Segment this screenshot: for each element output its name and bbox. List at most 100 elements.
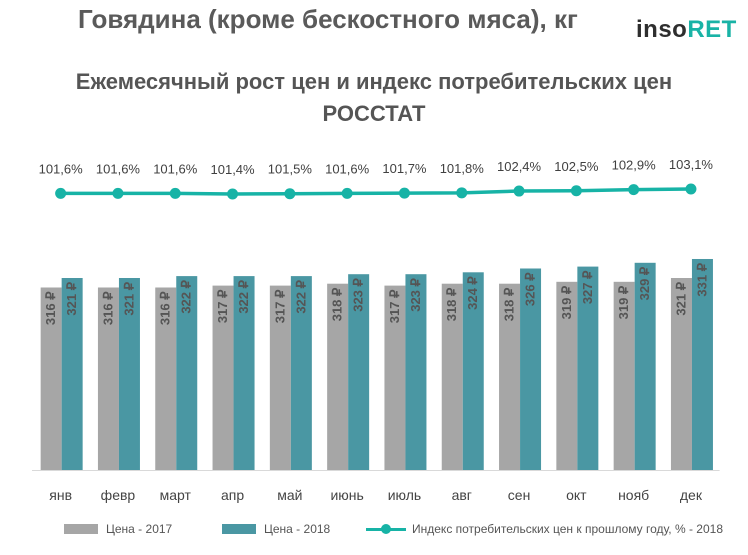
x-tick-label: янв — [49, 487, 72, 503]
legend-swatch-index — [366, 523, 406, 535]
subtitle-line-2: РОССТАТ — [322, 101, 426, 126]
bar-value-label: 319 ₽ — [616, 285, 631, 319]
index-point-7 — [456, 187, 468, 199]
x-tick-label: авг — [452, 487, 472, 503]
index-point-5 — [341, 187, 353, 199]
bar-2018-2 — [176, 276, 198, 470]
x-tick-label: дек — [680, 487, 703, 503]
bar-value-label: 329 ₽ — [637, 266, 652, 300]
bar-value-label: 318 ₽ — [444, 287, 459, 321]
index-value-label: 101,8% — [440, 161, 485, 176]
x-tick-label: март — [160, 487, 192, 503]
legend-item-2018: Цена - 2018 — [222, 522, 330, 536]
bar-value-label: 321 ₽ — [673, 281, 688, 315]
index-point-1 — [112, 187, 124, 199]
bar-value-label: 316 ₽ — [100, 291, 115, 325]
bar-value-label: 327 ₽ — [580, 270, 595, 304]
index-point-0 — [55, 187, 67, 199]
bar-value-label: 316 ₽ — [43, 291, 58, 325]
legend-label-2017: Цена - 2017 — [106, 522, 173, 536]
bar-2018-5 — [348, 274, 370, 470]
bar-2018-0 — [61, 278, 83, 470]
index-point-8 — [513, 185, 525, 197]
bar-value-label: 322 ₽ — [293, 279, 308, 313]
legend-item-index: Индекс потребительских цен к прошлому го… — [366, 522, 723, 536]
bar-value-label: 331 ₽ — [694, 262, 709, 296]
bar-2017-5 — [327, 283, 349, 470]
bar-2017-8 — [499, 283, 521, 470]
index-point-10 — [628, 184, 640, 196]
bar-2017-9 — [556, 281, 578, 470]
bar-value-label: 318 ₽ — [330, 287, 345, 321]
x-tick-label: февр — [101, 487, 136, 503]
bar-2018-1 — [118, 278, 140, 470]
index-value-label: 102,9% — [612, 158, 657, 173]
x-tick-label: апр — [221, 487, 244, 503]
bar-2017-0 — [40, 287, 62, 470]
bar-2018-10 — [634, 262, 656, 470]
index-value-label: 102,5% — [554, 159, 599, 174]
bar-2017-3 — [212, 285, 234, 470]
bar-value-label: 322 ₽ — [236, 279, 251, 313]
logo-text-part1: inso — [636, 16, 688, 43]
index-value-label: 101,7% — [382, 161, 427, 176]
chart-subtitle: Ежемесячный рост цен и индекс потребител… — [0, 66, 748, 130]
legend-label-index: Индекс потребительских цен к прошлому го… — [412, 522, 723, 536]
legend-swatch-2017 — [64, 524, 98, 534]
bar-2017-10 — [613, 281, 635, 470]
legend-label-2018: Цена - 2018 — [264, 522, 331, 536]
legend-item-2017: Цена - 2017 — [64, 522, 172, 536]
bar-value-label: 317 ₽ — [272, 289, 287, 323]
bar-value-label: 322 ₽ — [179, 279, 194, 313]
bar-2018-9 — [577, 266, 599, 470]
bar-2017-2 — [155, 287, 177, 470]
bar-value-label: 323 ₽ — [351, 277, 366, 311]
logo-text-part2: RET — [687, 16, 737, 43]
bar-value-label: 319 ₽ — [559, 285, 574, 319]
bar-2018-4 — [290, 276, 312, 470]
bar-value-label: 317 ₽ — [215, 289, 230, 323]
bar-2018-8 — [520, 268, 542, 470]
x-tick-label: окт — [566, 487, 587, 503]
bar-value-label: 321 ₽ — [64, 281, 79, 315]
price-chart: 316 ₽ 321 ₽ янв 316 ₽ 321 ₽ февр 316 ₽ 322 ₽ мар… — [32, 157, 720, 503]
bar-value-label: 323 ₽ — [408, 277, 423, 311]
index-value-label: 101,5% — [268, 162, 313, 177]
x-tick-label: нояб — [618, 487, 649, 503]
subtitle-line-1: Ежемесячный рост цен и индекс потребител… — [75, 69, 673, 94]
bar-2018-11 — [691, 258, 713, 470]
x-tick-label: июль — [388, 487, 421, 503]
index-point-4 — [284, 188, 296, 200]
x-tick-label: май — [277, 487, 302, 503]
index-value-label: 101,4% — [211, 162, 256, 177]
legend-swatch-2018 — [222, 524, 256, 534]
index-value-label: 101,6% — [325, 161, 370, 176]
index-value-label: 101,6% — [153, 161, 198, 176]
bar-value-label: 317 ₽ — [387, 289, 402, 323]
index-point-6 — [398, 187, 410, 199]
brand-logo: insoRET — [636, 16, 737, 44]
index-point-9 — [570, 185, 582, 197]
index-value-label: 101,6% — [39, 161, 84, 176]
bar-2018-7 — [462, 272, 484, 470]
x-tick-label: сен — [508, 487, 531, 503]
chart-title: Говядина (кроме бескостного мяса), кг — [78, 4, 578, 34]
bar-2017-1 — [97, 287, 119, 470]
bar-value-label: 316 ₽ — [158, 291, 173, 325]
index-point-11 — [685, 183, 697, 195]
bar-value-label: 318 ₽ — [502, 287, 517, 321]
index-point-3 — [227, 188, 239, 200]
bar-2017-6 — [384, 285, 406, 470]
chart-legend: Цена - 2017 Цена - 2018 Индекс потребите… — [0, 522, 748, 544]
bar-2017-11 — [670, 278, 692, 470]
bar-2018-3 — [233, 276, 255, 470]
index-value-label: 101,6% — [96, 161, 141, 176]
bar-2018-6 — [405, 274, 427, 470]
bar-value-label: 324 ₽ — [465, 276, 480, 310]
index-line — [60, 187, 691, 196]
index-value-label: 103,1% — [669, 157, 714, 172]
x-tick-label: июнь — [330, 487, 363, 503]
bar-value-label: 321 ₽ — [121, 281, 136, 315]
bar-value-label: 326 ₽ — [523, 272, 538, 306]
index-value-label: 102,4% — [497, 159, 542, 174]
